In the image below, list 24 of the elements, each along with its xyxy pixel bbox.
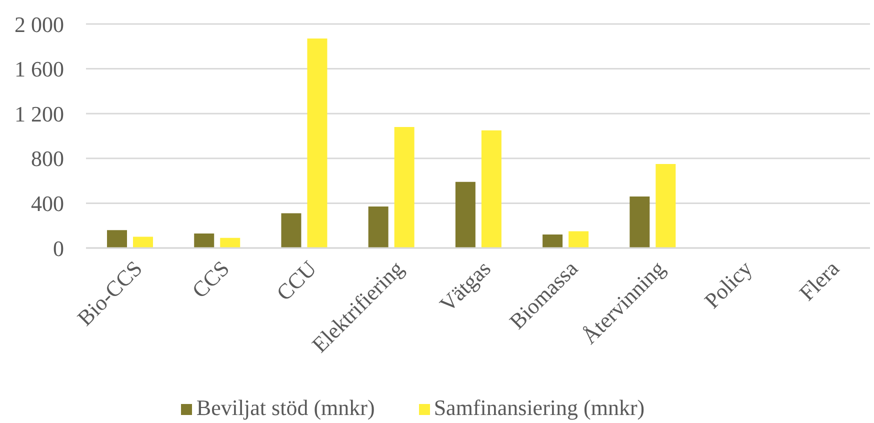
bar: [656, 164, 676, 248]
bar: [481, 130, 502, 248]
y-tick-label: 0: [53, 236, 64, 261]
bar: [307, 38, 328, 248]
y-tick-label: 2 000: [14, 12, 64, 37]
y-tick-label: 1 600: [14, 56, 64, 82]
bar: [220, 238, 240, 248]
bar: [394, 127, 414, 248]
legend-label: Samfinansiering (mnkr): [434, 395, 645, 420]
y-tick-label: 1 200: [14, 101, 64, 126]
y-tick-label: 400: [31, 191, 64, 216]
bar: [368, 206, 388, 248]
bar: [455, 182, 476, 248]
bar: [194, 233, 214, 248]
bar: [281, 213, 302, 248]
bar: [107, 230, 127, 248]
bar: [542, 234, 563, 248]
x-tick-label: CCS: [187, 256, 234, 303]
bar: [630, 196, 650, 248]
x-tick-label: Flera: [794, 256, 844, 306]
bar: [568, 231, 589, 248]
legend-label: Beviljat stöd (mnkr): [196, 395, 375, 420]
bar: [133, 236, 153, 248]
y-tick-label: 800: [31, 146, 64, 172]
